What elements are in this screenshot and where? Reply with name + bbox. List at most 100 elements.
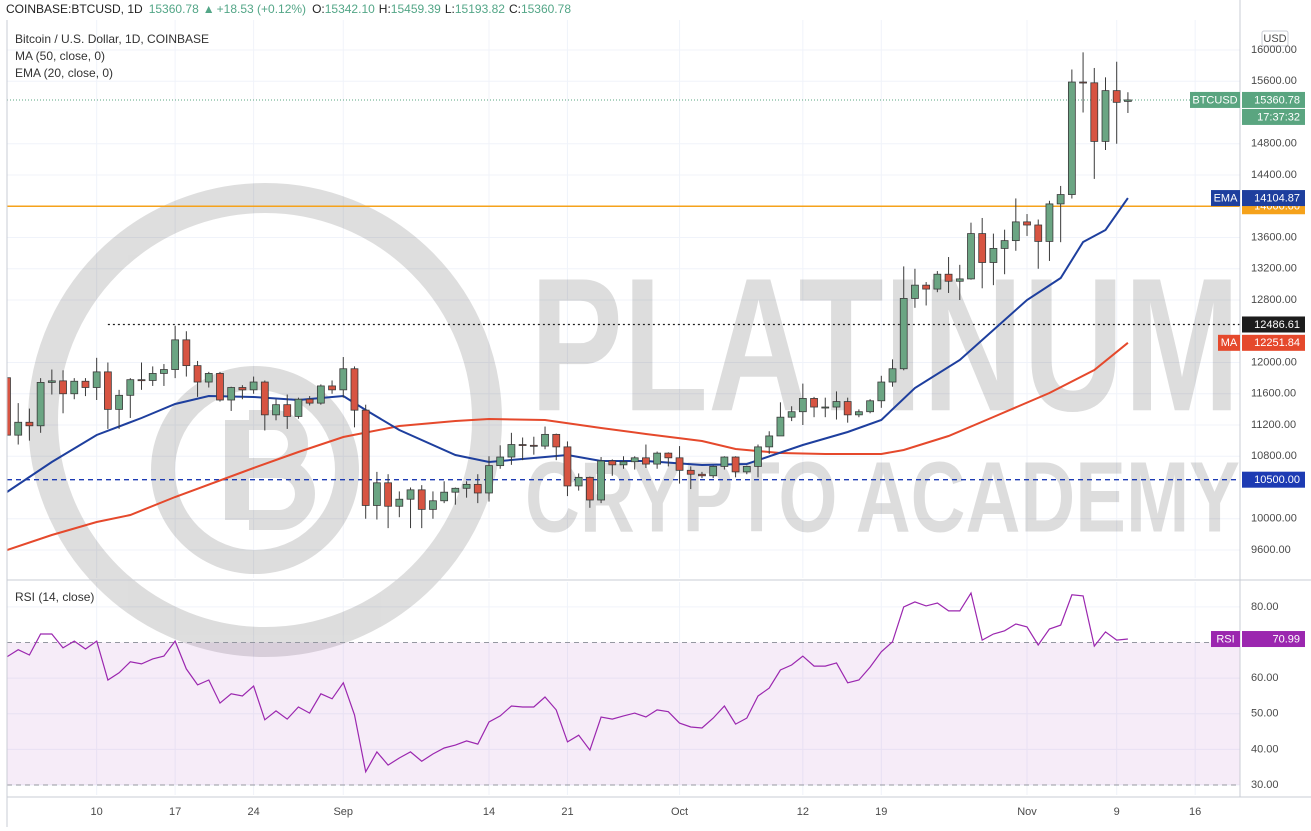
- candle-body: [451, 487, 460, 493]
- candle-body: [855, 411, 863, 416]
- y-tick-label: 10800.00: [1251, 450, 1297, 462]
- frame: USD: [6, 0, 1311, 827]
- candle-body: [787, 411, 796, 418]
- y-tick-label: 12000.00: [1251, 356, 1297, 368]
- candle-body: [350, 368, 359, 411]
- candle-body: [653, 452, 662, 465]
- candle-body: [36, 382, 45, 427]
- candle-body: [272, 404, 280, 416]
- tag-name-box: [1211, 631, 1240, 648]
- candle-body: [70, 380, 79, 395]
- tag-name: MA: [1221, 337, 1238, 349]
- header: COINBASE:BTCUSD, 1D 15360.78 ▲ +18.53 (+0.1…: [6, 2, 571, 16]
- candle-body: [563, 446, 572, 487]
- logo-b-stem: [225, 420, 249, 520]
- candle-body: [47, 380, 56, 383]
- rsi-tick-label: 30.00: [1251, 779, 1279, 791]
- candle-body: [7, 377, 11, 436]
- candle-body: [664, 452, 673, 459]
- candle-body: [59, 380, 67, 395]
- candle-body: [518, 444, 527, 446]
- candle-body: [104, 371, 112, 410]
- header-last: 15360.78: [149, 2, 199, 16]
- candle-body: [1079, 81, 1087, 84]
- candle-body: [496, 456, 505, 467]
- candle-body: [204, 373, 213, 383]
- tag-box: [1242, 471, 1305, 488]
- header-change: +18.53 (+0.12%): [217, 2, 306, 16]
- candle-body: [698, 473, 706, 477]
- tag-box: [1242, 631, 1305, 648]
- candle-body: [619, 461, 628, 466]
- tag-value: 12486.61: [1254, 319, 1300, 331]
- candle-body: [899, 298, 908, 370]
- tag-name: RSI: [1216, 633, 1234, 645]
- x-tick-label: 19: [875, 806, 887, 818]
- header-ohlc-value: 15342.10: [325, 2, 375, 16]
- x-tick-label: Oct: [671, 806, 688, 818]
- candle-body: [720, 456, 729, 467]
- candle-body: [810, 398, 818, 408]
- tag-name-box: [1211, 190, 1240, 207]
- candle-body: [92, 371, 101, 388]
- rsi-band: [7, 642, 1240, 786]
- header-ohlc-value: 15459.39: [391, 2, 441, 16]
- candle-body: [249, 381, 258, 391]
- candle-body: [1023, 221, 1031, 226]
- x-tick-label: Nov: [1017, 806, 1037, 818]
- candle-body: [373, 482, 381, 506]
- candle-body: [1000, 240, 1009, 249]
- candle-body: [160, 369, 168, 374]
- candle-body: [1045, 203, 1054, 242]
- rsi-pane: [7, 591, 1240, 786]
- candle-body: [821, 406, 830, 409]
- tag-box: [1242, 190, 1305, 207]
- price-pane: [7, 52, 1240, 551]
- chart-title: Bitcoin / U.S. Dollar, 1D, COINBASE: [15, 32, 209, 46]
- candle-body: [417, 489, 426, 510]
- tag-value: 70.99: [1272, 633, 1300, 645]
- header-arrow: ▲: [203, 2, 215, 16]
- candle-body: [462, 483, 471, 489]
- rsi-line: [7, 591, 1128, 774]
- tag-name-box: [1218, 334, 1240, 351]
- price-tag: 12486.61: [1242, 316, 1305, 333]
- logo-b-bowls: [249, 410, 315, 530]
- currency-box: [1261, 30, 1289, 47]
- candle-body: [361, 409, 370, 506]
- header-symbol: COINBASE:BTCUSD, 1D: [6, 2, 143, 16]
- currency: USD: [1263, 33, 1286, 45]
- candle-body: [630, 457, 639, 463]
- candle-body: [843, 401, 852, 416]
- candle-body: [1056, 194, 1065, 205]
- candle-body: [25, 421, 34, 427]
- y-tick-label: 16000.00: [1251, 44, 1297, 56]
- candle-body: [754, 446, 762, 467]
- candle-body: [765, 435, 774, 448]
- candle-body: [877, 381, 886, 402]
- y-tick-label: 11200.00: [1251, 419, 1296, 431]
- header-ohlc-label: C:: [509, 2, 521, 16]
- y-tick-label: 12800.00: [1251, 294, 1297, 306]
- tag-box: [1242, 334, 1305, 351]
- header-ohlc-label: H:: [379, 2, 391, 16]
- legend-ma: MA (50, close, 0): [15, 49, 105, 63]
- candle-body: [922, 284, 931, 290]
- candle-body: [989, 248, 998, 263]
- rsi-tick-label: 60.00: [1251, 672, 1279, 684]
- candle-body: [866, 400, 874, 413]
- header-ohlc-label: L:: [445, 2, 455, 16]
- rsi-tick-label: 50.00: [1251, 708, 1279, 720]
- candle-body: [944, 273, 953, 282]
- countdown-box: [1242, 108, 1305, 125]
- candle-body: [608, 460, 617, 466]
- candle-body: [967, 233, 975, 280]
- y-tick-label: 10000.00: [1251, 513, 1297, 525]
- candle-body: [1011, 221, 1020, 242]
- candle-body: [933, 273, 942, 290]
- candle-body: [305, 398, 314, 404]
- watermark-line1: PLATINUM: [530, 239, 1240, 451]
- candle-body: [1090, 82, 1099, 142]
- candle-body: [126, 379, 135, 396]
